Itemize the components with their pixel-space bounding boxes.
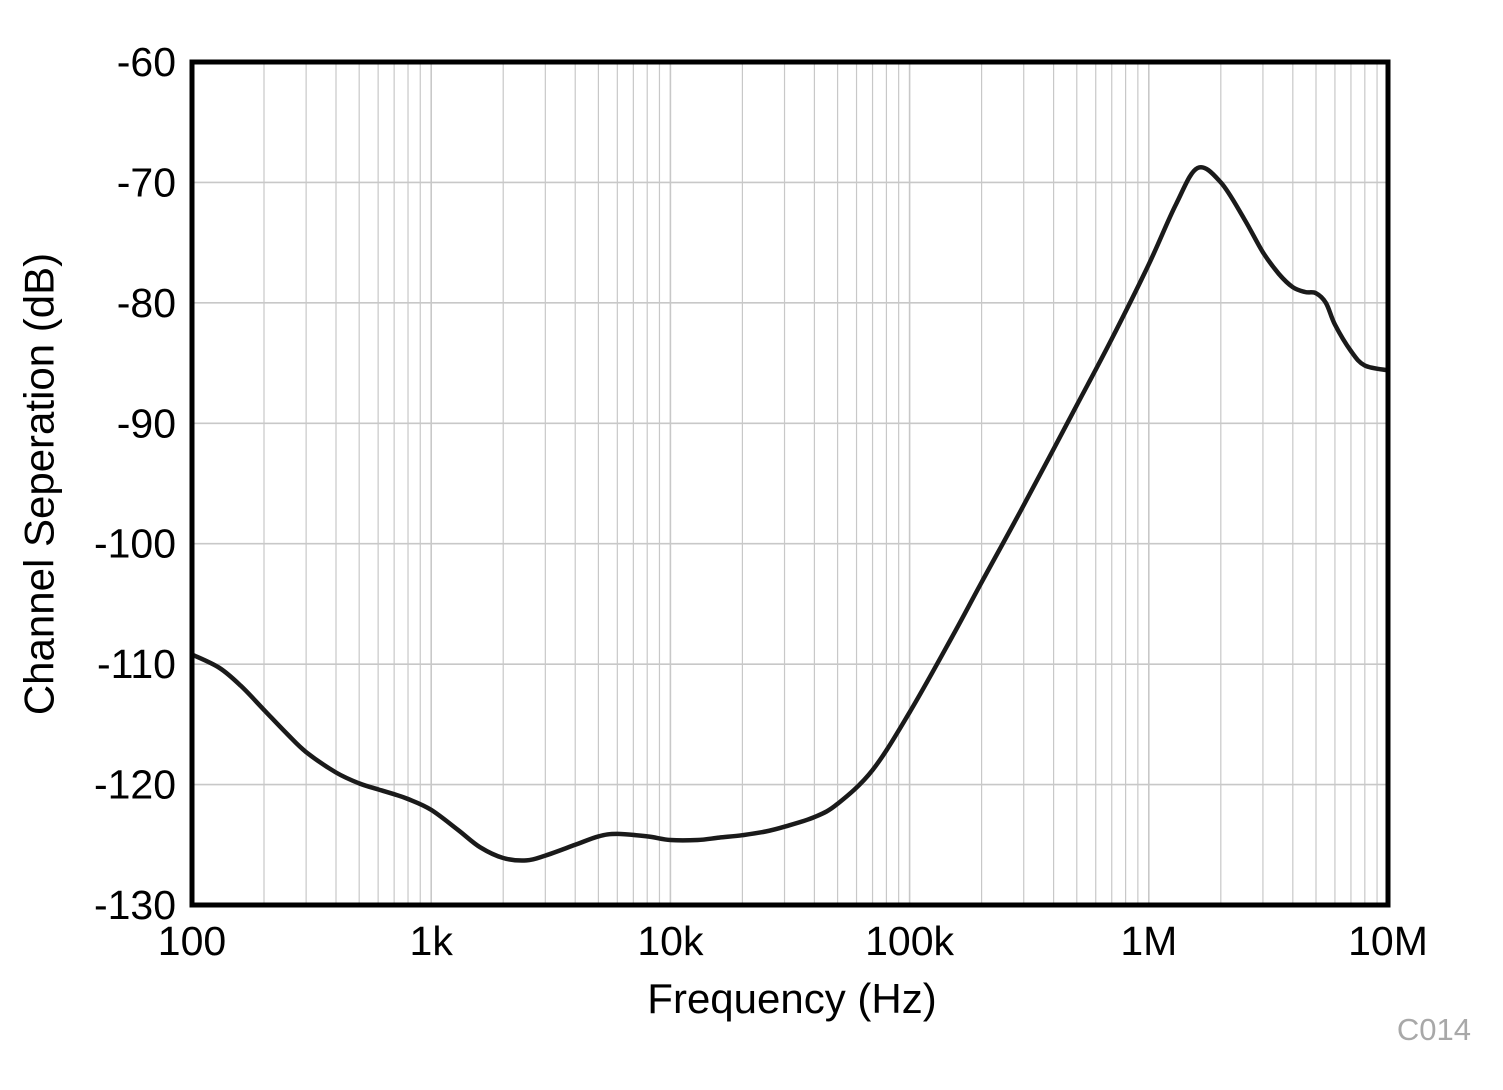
x-axis-title: Frequency (Hz) — [647, 975, 937, 1022]
y-tick-label: -130 — [94, 882, 176, 928]
x-tick-label: 10k — [637, 918, 704, 964]
figure-code: C014 — [1396, 1012, 1471, 1047]
y-axis-title: Channel Seperation (dB) — [15, 252, 63, 716]
x-tick-label: 1k — [410, 918, 454, 964]
y-tick-label: -90 — [117, 400, 176, 446]
y-tick-label: -120 — [94, 762, 176, 808]
x-tick-label: 10M — [1348, 918, 1428, 964]
plot-border — [189, 59, 1391, 908]
y-tick-label: -110 — [97, 641, 176, 687]
series-line — [189, 165, 1391, 863]
y-tick-label: -70 — [117, 159, 176, 205]
y-tick-label: -100 — [94, 521, 176, 567]
x-tick-label: 1M — [1120, 918, 1177, 964]
x-tick-label: 100k — [865, 918, 954, 964]
y-tick-label: -60 — [117, 39, 176, 85]
y-tick-label: -80 — [117, 280, 176, 326]
x-tick-label: 100 — [158, 918, 226, 964]
